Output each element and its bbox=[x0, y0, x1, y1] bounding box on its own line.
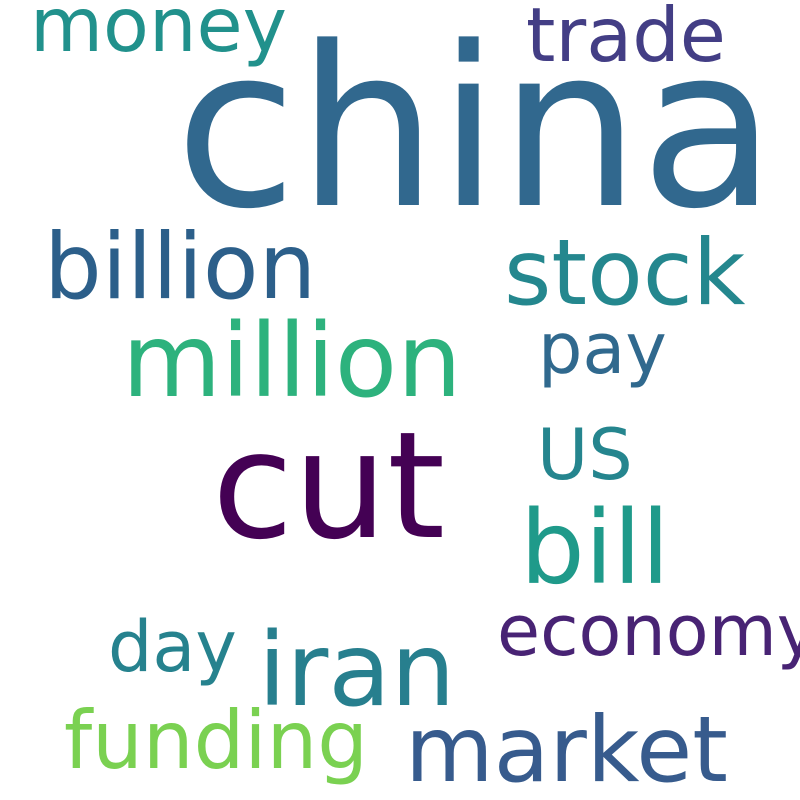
word-market: market bbox=[405, 698, 728, 800]
word-bill: bill bbox=[520, 489, 670, 608]
word-cut: cut bbox=[212, 400, 446, 572]
word-day: day bbox=[108, 606, 237, 688]
word-stock: stock bbox=[504, 221, 746, 326]
word-money: money bbox=[30, 0, 288, 69]
word-iran: iran bbox=[258, 611, 456, 730]
word-china: china bbox=[175, 0, 777, 258]
word-economy: economy bbox=[497, 590, 800, 672]
word-billion: billion bbox=[44, 215, 317, 320]
word-trade: trade bbox=[526, 0, 726, 79]
word-million: million bbox=[122, 302, 462, 421]
word-funding: funding bbox=[64, 694, 369, 787]
word-US: US bbox=[537, 414, 633, 496]
word-pay: pay bbox=[538, 308, 667, 390]
